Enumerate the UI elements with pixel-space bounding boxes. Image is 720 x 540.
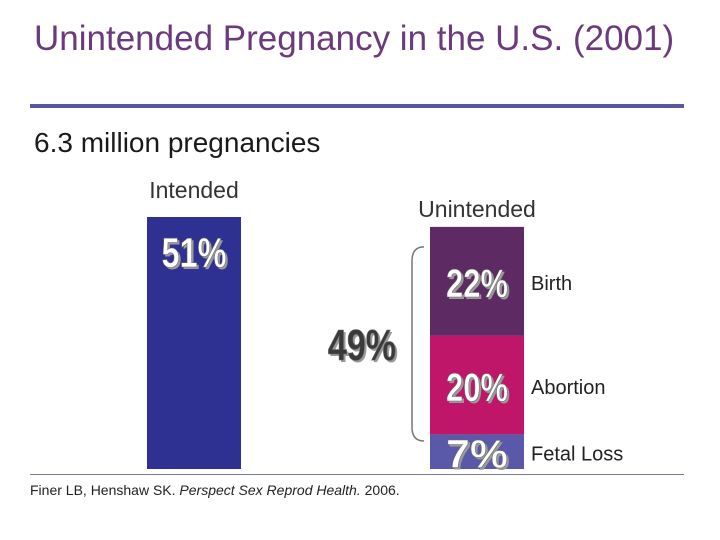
title-divider (30, 104, 684, 108)
legend-label-abortion: Abortion (531, 377, 606, 399)
legend-label-birth: Birth (531, 273, 572, 295)
data-label-birth: 22% (446, 262, 508, 306)
bar-intended (147, 217, 241, 469)
page-title: Unintended Pregnancy in the U.S. (2001) (34, 19, 675, 58)
bar-segment-fetal-loss (430, 434, 524, 469)
bar-segment-abortion (430, 335, 524, 435)
data-label-intended-shadow: 51% (163, 231, 228, 278)
footer-divider (30, 474, 684, 475)
legend-label-fetal-loss: Fetal Loss (531, 444, 623, 466)
subtitle: 6.3 million pregnancies (34, 127, 321, 158)
source-authors: Finer LB, Henshaw SK. (30, 482, 176, 498)
data-label-abortion: 20% (446, 366, 508, 410)
source-journal: Perspect Sex Reprod Health. (179, 482, 361, 498)
bar-segment-birth (430, 226, 524, 336)
data-label-birth-shadow: 22% (448, 264, 510, 308)
category-label-unintended: Unintended (418, 196, 536, 222)
data-label-fetal-loss: 7% (446, 433, 508, 477)
source-year: 2006. (364, 482, 400, 498)
total-unintended-label: 49% (328, 321, 396, 370)
data-label-abortion-shadow: 20% (448, 368, 510, 412)
source-citation: Finer LB, Henshaw SK. Perspect Sex Repro… (30, 482, 400, 498)
total-unintended-label-shadow: 49% (330, 323, 398, 372)
unintended-bracket (411, 246, 425, 442)
data-label-fetal-loss-shadow: 7% (448, 435, 510, 479)
data-label-intended: 51% (161, 229, 226, 276)
category-label-intended: Intended (149, 177, 239, 203)
